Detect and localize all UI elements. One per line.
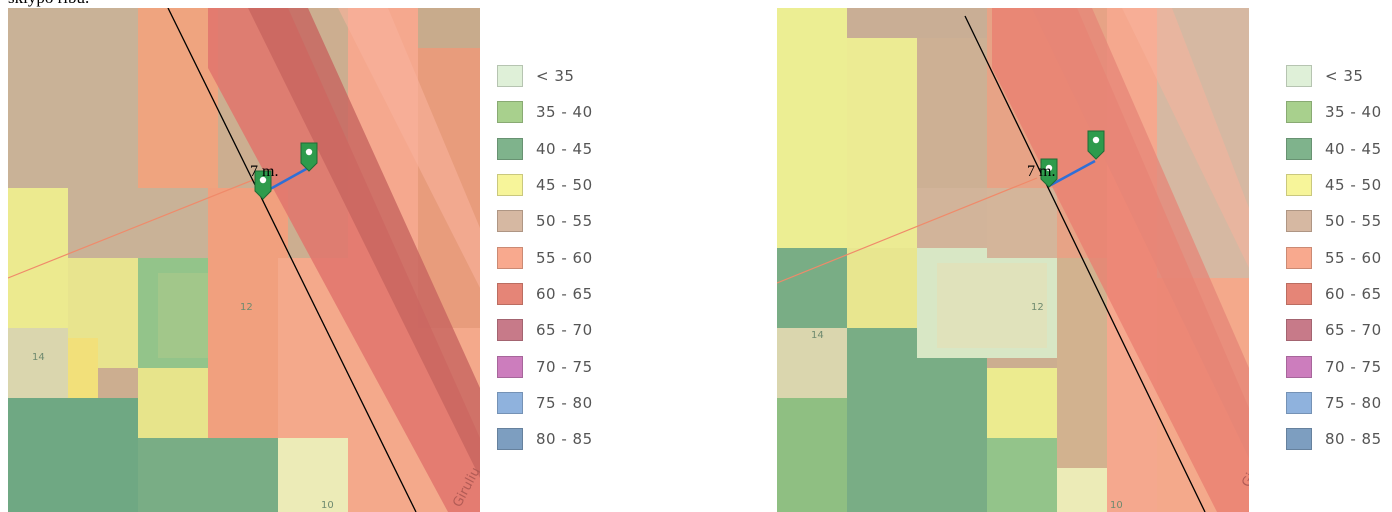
legend-swatch [1286, 391, 1312, 414]
legend-label: 40 - 45 [536, 139, 593, 158]
legend-label: 65 - 70 [1325, 321, 1382, 340]
legend-item: 55 - 60 [497, 239, 627, 275]
legend-item: 35 - 40 [497, 94, 627, 130]
legend-swatch [1286, 210, 1312, 233]
legend-label: 50 - 55 [536, 212, 593, 231]
legend-item: 50 - 55 [1286, 203, 1392, 239]
legend-label: < 35 [1325, 67, 1364, 86]
legend-swatch [1286, 65, 1312, 88]
legend-item: 80 - 85 [497, 421, 627, 457]
noise-map-right-canvas: 7 m. 12 14 10 Girulių [777, 8, 1249, 512]
distance-label-left: 7 m. [250, 163, 278, 180]
legend-item: 70 - 75 [497, 348, 627, 384]
legend-label: 55 - 60 [1325, 248, 1382, 267]
legend-swatch [1286, 174, 1312, 197]
marker-icon-left-2[interactable] [300, 142, 318, 172]
legend-item: 65 - 70 [497, 312, 627, 348]
legend-swatch [1286, 282, 1312, 305]
legend-label: 35 - 40 [1325, 103, 1382, 122]
legend-item: 35 - 40 [1286, 94, 1392, 130]
legend-right: < 35 35 - 40 40 - 45 45 - 50 50 - 55 55 … [1286, 58, 1392, 457]
legend-swatch [497, 391, 523, 414]
legend-label: 80 - 85 [1325, 430, 1382, 449]
legend-item: 75 - 80 [1286, 385, 1392, 421]
house-number-12-right: 12 [1031, 302, 1044, 313]
house-number-14-right: 14 [811, 330, 824, 341]
legend-swatch [497, 210, 523, 233]
legend-item: 75 - 80 [497, 385, 627, 421]
legend-swatch [1286, 137, 1312, 160]
house-number-14-left: 14 [32, 352, 45, 363]
legend-item: 65 - 70 [1286, 312, 1392, 348]
legend-label: 40 - 45 [1325, 139, 1382, 158]
noise-map-right[interactable]: 7 m. 12 14 10 Girulių [777, 8, 1249, 512]
legend-swatch [497, 319, 523, 342]
legend-swatch [497, 282, 523, 305]
legend-label: < 35 [536, 67, 575, 86]
legend-item: 55 - 60 [1286, 239, 1392, 275]
legend-item: 70 - 75 [1286, 348, 1392, 384]
legend-swatch [1286, 428, 1312, 451]
marker-icon-right-1[interactable] [1040, 158, 1058, 188]
house-number-10-right: 10 [1110, 500, 1123, 511]
distance-label-right: 7 m. [1027, 163, 1055, 180]
legend-item: 60 - 65 [1286, 276, 1392, 312]
legend-swatch [1286, 319, 1312, 342]
legend-label: 75 - 80 [1325, 393, 1382, 412]
marker-icon-left-1[interactable] [254, 170, 272, 200]
legend-swatch [497, 101, 523, 124]
house-number-10-left: 10 [321, 500, 334, 511]
legend-item: 45 - 50 [1286, 167, 1392, 203]
legend-item: 40 - 45 [1286, 131, 1392, 167]
legend-label: 60 - 65 [1325, 284, 1382, 303]
legend-item: 40 - 45 [497, 131, 627, 167]
legend-swatch [497, 137, 523, 160]
caption-text: sklypo ribu. [8, 0, 89, 8]
legend-item: 50 - 55 [497, 203, 627, 239]
legend-swatch [497, 65, 523, 88]
legend-swatch [497, 428, 523, 451]
legend-item: < 35 [497, 58, 627, 94]
legend-label: 45 - 50 [1325, 176, 1382, 195]
legend-label: 65 - 70 [536, 321, 593, 340]
legend-item: 80 - 85 [1286, 421, 1392, 457]
legend-item: 45 - 50 [497, 167, 627, 203]
marker-icon-right-2[interactable] [1087, 130, 1105, 160]
house-number-12-left: 12 [240, 302, 253, 313]
legend-label: 55 - 60 [536, 248, 593, 267]
legend-label: 70 - 75 [1325, 357, 1382, 376]
legend-swatch [1286, 355, 1312, 378]
legend-item: 60 - 65 [497, 276, 627, 312]
legend-label: 50 - 55 [1325, 212, 1382, 231]
legend-label: 45 - 50 [536, 176, 593, 195]
noise-map-left[interactable]: 7 m. 12 14 10 Girulių [8, 8, 480, 512]
legend-item: < 35 [1286, 58, 1392, 94]
legend-swatch [1286, 246, 1312, 269]
legend-label: 70 - 75 [536, 357, 593, 376]
legend-label: 35 - 40 [536, 103, 593, 122]
noise-map-left-canvas: 7 m. 12 14 10 Girulių [8, 8, 480, 512]
legend-label: 80 - 85 [536, 430, 593, 449]
legend-swatch [497, 174, 523, 197]
legend-label: 75 - 80 [536, 393, 593, 412]
legend-swatch [497, 246, 523, 269]
legend-left: < 35 35 - 40 40 - 45 45 - 50 50 - 55 55 … [497, 58, 627, 457]
legend-swatch [497, 355, 523, 378]
legend-label: 60 - 65 [536, 284, 593, 303]
legend-swatch [1286, 101, 1312, 124]
